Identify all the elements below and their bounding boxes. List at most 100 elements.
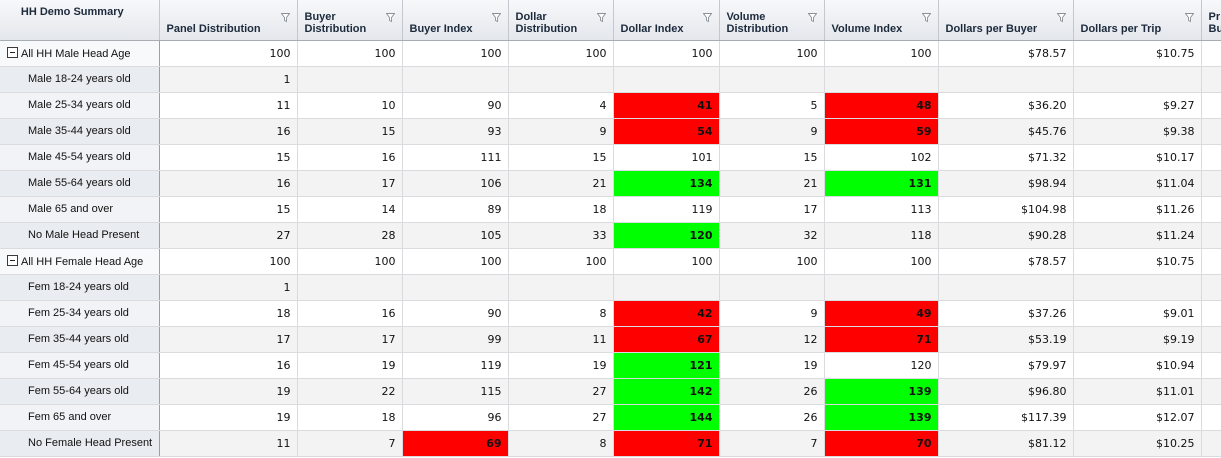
filter-icon[interactable] [385,13,395,22]
filter-icon[interactable] [491,13,501,22]
cell-pr-bu [1201,378,1221,405]
cell-pr-bu [1201,274,1221,301]
cell-dollars-per-buyer: $53.19 [938,326,1074,353]
column-header-dollar-distribution[interactable]: Dollar Distribution [508,0,614,41]
filter-icon[interactable] [280,13,290,22]
cell-pr-bu [1201,248,1221,275]
cell-buyer-distribution [297,274,403,301]
cell-volume-index [824,66,939,93]
table-row[interactable]: Male 35-44 years old 16 15 93 9 54 9 59 $45.76 $9… [0,118,1221,145]
row-header: Male 45-54 years old [0,144,160,171]
collapse-toggle-icon[interactable] [7,46,18,58]
table-row[interactable]: Male 18-24 years old 1 [0,66,1221,93]
cell-buyer-distribution: 7 [297,430,403,457]
column-header-dollars-per-trip[interactable]: Dollars per Trip [1073,0,1202,41]
cell-dollar-index: 100 [613,248,720,275]
cell-buyer-index: 111 [402,144,509,171]
cell-buyer-distribution: 100 [297,40,403,67]
cell-panel-distribution: 100 [159,248,298,275]
filter-icon[interactable] [921,13,931,22]
column-header-volume-distribution[interactable]: Volume Distribution [719,0,825,41]
cell-buyer-index: 105 [402,222,509,249]
table-row[interactable]: Fem 45-54 years old 16 19 119 19 121 19 120 $79.… [0,352,1221,379]
table-row[interactable]: No Female Head Present 11 7 69 8 71 7 70 $81.12 $… [0,430,1221,457]
cell-pr-bu [1201,326,1221,353]
row-label: Male 45-54 years old [28,151,131,163]
table-row[interactable]: Male 25-34 years old 11 10 90 4 41 5 48 $36.20 $9… [0,92,1221,119]
cell-volume-index: 100 [824,248,939,275]
row-label: Fem 18-24 years old [28,281,129,293]
collapse-toggle-icon[interactable] [7,254,18,266]
cell-pr-bu [1201,170,1221,197]
cell-panel-distribution: 100 [159,40,298,67]
cell-volume-index: 49 [824,300,939,327]
cell-dollar-distribution: 8 [508,300,614,327]
row-header: Male 35-44 years old [0,118,160,145]
cell-dollars-per-buyer: $90.28 [938,222,1074,249]
cell-buyer-distribution: 17 [297,170,403,197]
cell-buyer-index: 106 [402,170,509,197]
cell-dollars-per-buyer: $81.12 [938,430,1074,457]
table-row[interactable]: Fem 35-44 years old 17 17 99 11 67 12 71 $53.19 $… [0,326,1221,353]
cell-dollars-per-trip: $10.17 [1073,144,1202,171]
table-row[interactable]: No Male Head Present 27 28 105 33 120 32 118 $90… [0,222,1221,249]
cell-buyer-index [402,274,509,301]
cell-dollar-distribution: 9 [508,118,614,145]
cell-volume-distribution: 21 [719,170,825,197]
group-row[interactable]: All HH Female Head Age 100 100 100 100 100 100… [0,248,1221,275]
cell-buyer-distribution: 15 [297,118,403,145]
column-header-dollar-index[interactable]: Dollar Index [613,0,720,41]
column-header-dollars-per-buyer[interactable]: Dollars per Buyer [938,0,1074,41]
row-header: Fem 65 and over [0,404,160,431]
cell-dollars-per-trip: $10.75 [1073,40,1202,67]
row-label: No Female Head Present [28,437,153,449]
filter-icon[interactable] [1056,13,1066,22]
cell-dollar-index [613,66,720,93]
group-row[interactable]: All HH Male Head Age 100 100 100 100 100 100 10… [0,40,1221,67]
cell-dollar-distribution [508,66,614,93]
row-header: Male 25-34 years old [0,92,160,119]
row-label: Fem 55-64 years old [28,385,129,397]
cell-dollar-distribution: 4 [508,92,614,119]
filter-icon[interactable] [807,13,817,22]
column-header-volume-index[interactable]: Volume Index [824,0,939,41]
filter-icon[interactable] [1184,13,1194,22]
cell-buyer-index: 96 [402,404,509,431]
column-header-pr-bu[interactable]: Pr Bu [1201,0,1221,41]
table-row[interactable]: Male 65 and over 15 14 89 18 119 17 113 $104.98 $… [0,196,1221,223]
column-header-panel-distribution[interactable]: Panel Distribution [159,0,298,41]
column-header-buyer-distribution[interactable]: Buyer Distribution [297,0,403,41]
table-row[interactable]: Male 45-54 years old 15 16 111 15 101 15 102 $71… [0,144,1221,171]
column-header-hh-demo-summary[interactable]: HH Demo Summary [0,0,160,41]
column-header-buyer-index[interactable]: Buyer Index [402,0,509,41]
table-row[interactable]: Fem 65 and over 19 18 96 27 144 26 139 $117.39 $1… [0,404,1221,431]
cell-dollar-index: 134 [613,170,720,197]
table-row[interactable]: Fem 25-34 years old 18 16 90 8 42 9 49 $37.26 $9.… [0,300,1221,327]
cell-pr-bu [1201,430,1221,457]
cell-volume-index: 102 [824,144,939,171]
row-header: Male 55-64 years old [0,170,160,197]
table-row[interactable]: Fem 18-24 years old 1 [0,274,1221,301]
row-header: Fem 25-34 years old [0,300,160,327]
cell-dollars-per-trip [1073,274,1202,301]
cell-panel-distribution: 11 [159,92,298,119]
filter-icon[interactable] [596,13,606,22]
row-header: All HH Female Head Age [0,248,160,275]
cell-dollars-per-trip: $9.01 [1073,300,1202,327]
filter-icon[interactable] [702,13,712,22]
cell-pr-bu [1201,300,1221,327]
table-row[interactable]: Male 55-64 years old 16 17 106 21 134 21 131 $98… [0,170,1221,197]
cell-dollar-index: 101 [613,144,720,171]
row-header: Fem 18-24 years old [0,274,160,301]
cell-dollars-per-trip: $12.07 [1073,404,1202,431]
row-label: Male 55-64 years old [28,177,131,189]
cell-dollar-distribution: 21 [508,170,614,197]
cell-dollars-per-buyer: $71.32 [938,144,1074,171]
cell-volume-distribution: 5 [719,92,825,119]
table-row[interactable]: Fem 55-64 years old 19 22 115 27 142 26 139 $96.… [0,378,1221,405]
cell-dollars-per-buyer: $104.98 [938,196,1074,223]
cell-dollar-index [613,274,720,301]
cell-dollar-distribution: 100 [508,40,614,67]
cell-volume-distribution: 100 [719,248,825,275]
